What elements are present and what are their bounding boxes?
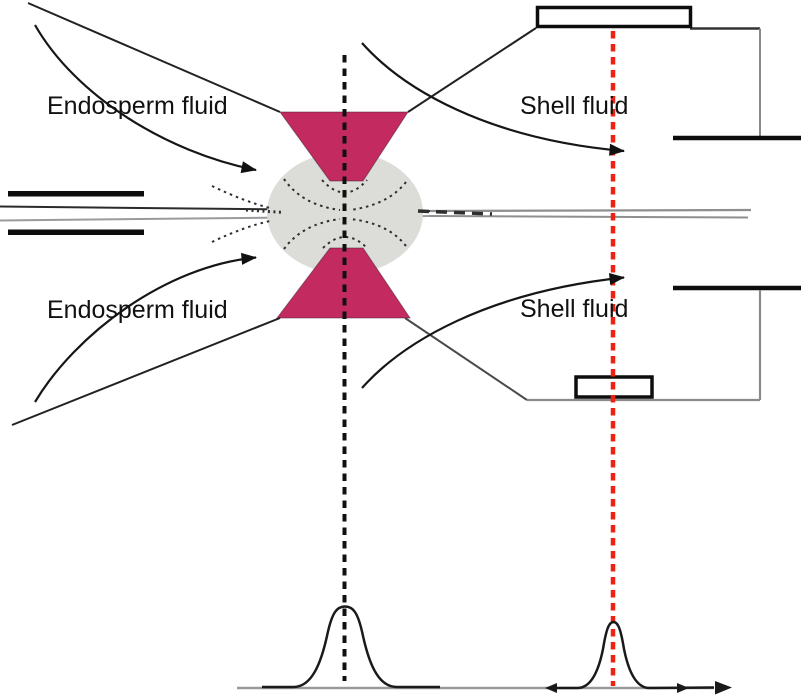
label-shell-fluid-top: Shell fluid [520, 92, 628, 120]
capillary-outer-wall-top [8, 191, 144, 197]
profile-peak-right [550, 620, 715, 690]
endosperm-arrow-bottom [34, 252, 257, 403]
field-arc-lower-left [283, 218, 341, 250]
cone-edge-lower [211, 220, 271, 243]
left-capillary [0, 191, 752, 235]
label-endosperm-fluid-top: Endosperm fluid [47, 92, 228, 120]
shell-arrow-top [361, 42, 625, 156]
jet-line-bottom [429, 215, 749, 219]
label-shell-fluid-bottom: Shell fluid [520, 295, 628, 323]
wall-bottom-left [11, 317, 281, 426]
field-arc-upper-left [283, 178, 341, 211]
nozzle-bottom-trapezoid [275, 247, 411, 319]
wall-bottom-right [404, 317, 528, 401]
profile-peak-left [262, 605, 440, 689]
jet-dots-left [245, 208, 285, 214]
endosperm-arrow-top [34, 24, 257, 174]
tick-arrow-left-icon [545, 683, 557, 693]
jet-line-top [429, 208, 752, 213]
droplet-zone-ellipse [267, 152, 423, 274]
channel-walls [11, 2, 537, 426]
field-arc-inner-bottom [322, 236, 368, 249]
shell-arrow-bottom [361, 273, 625, 389]
label-endosperm-fluid-bottom: Endosperm fluid [47, 296, 228, 324]
nozzle [275, 111, 411, 319]
capillary-outer-wall-bottom [8, 229, 144, 235]
flow-arrows [34, 24, 625, 403]
wall-top-right [407, 27, 537, 113]
axis-end-arrow-icon [715, 681, 732, 695]
electrode-assembly [527, 5, 801, 402]
cone-edge-upper [211, 185, 271, 209]
jet-droplet-dashes [417, 209, 493, 216]
wall-top-left [27, 2, 281, 113]
tick-arrow-right-icon [677, 683, 689, 693]
electrode-top-rect [535, 5, 693, 29]
concentration-profile [237, 605, 732, 695]
nozzle-top-trapezoid [279, 111, 409, 182]
